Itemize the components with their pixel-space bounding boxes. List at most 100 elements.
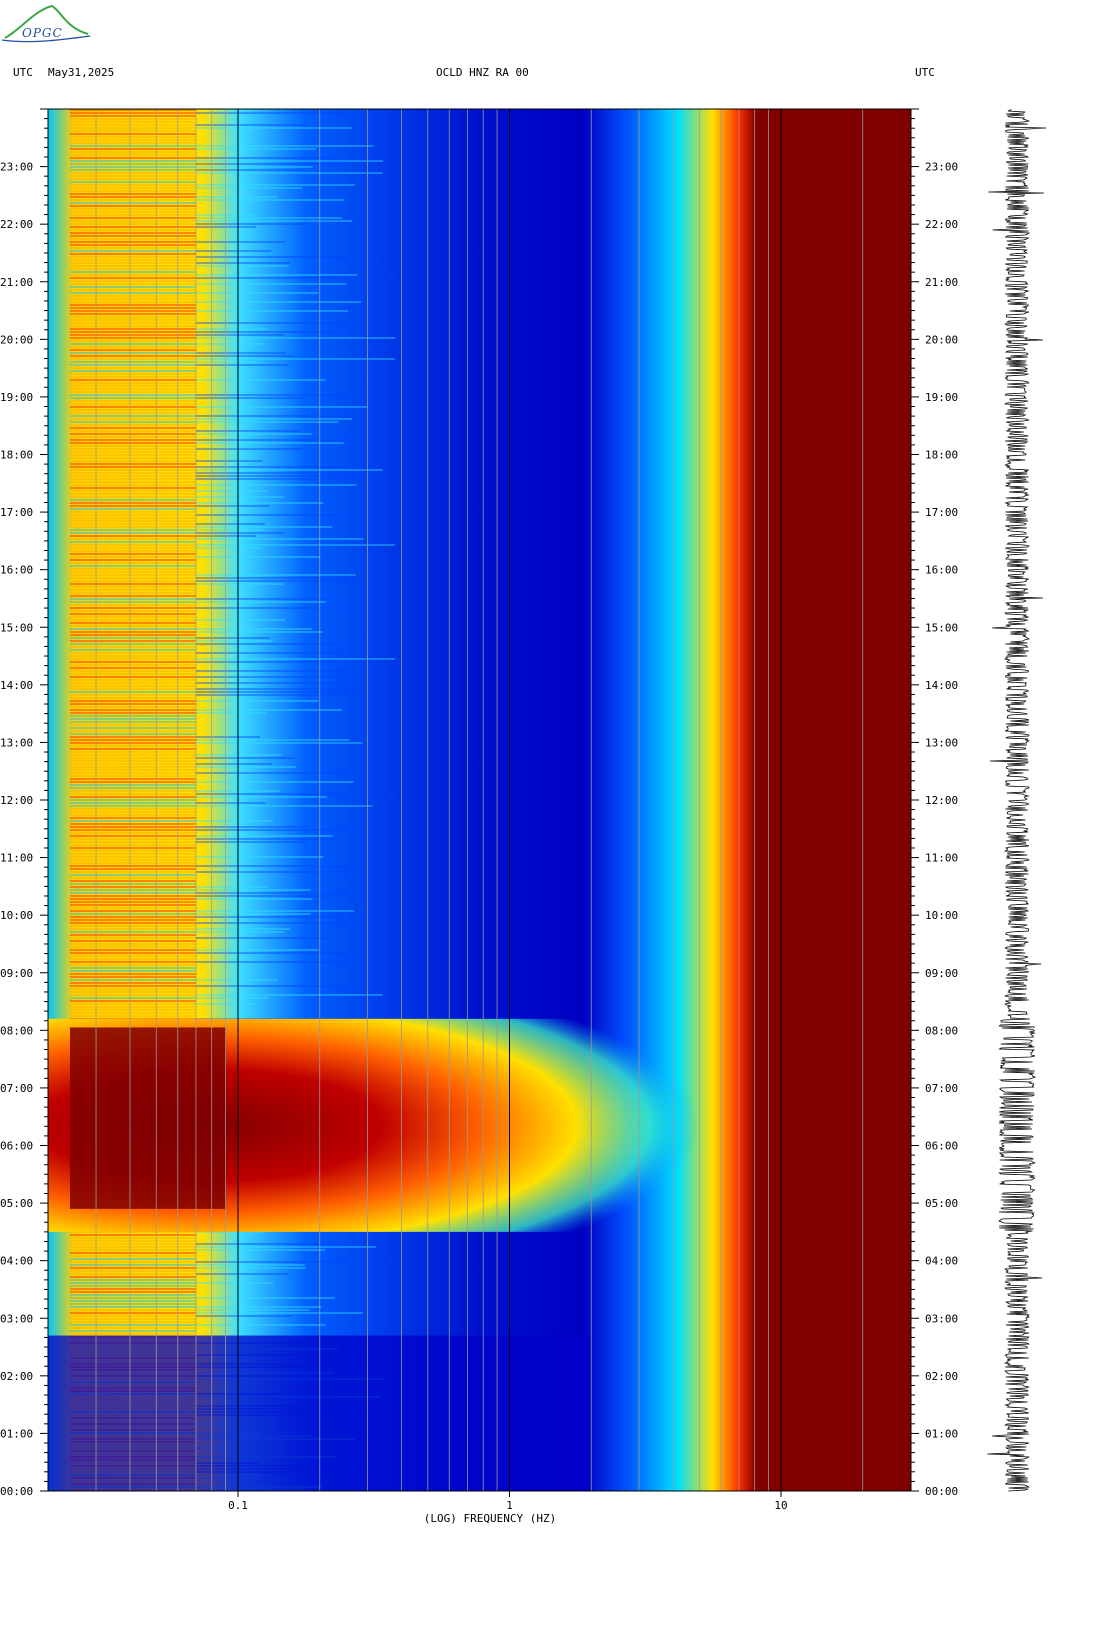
left-time-label: 20:00 <box>0 333 33 346</box>
spectral-stripe <box>195 841 307 843</box>
spectral-stripe <box>195 607 342 609</box>
microseism-stripe <box>70 388 196 390</box>
microseism-stripe <box>70 1252 196 1254</box>
microseism-stripe <box>70 109 196 111</box>
microseism-stripe <box>70 250 196 252</box>
microseism-stripe <box>70 688 196 690</box>
microseism-stripe <box>70 658 196 660</box>
microseism-stripe <box>70 556 196 558</box>
spectral-stripe <box>195 364 289 366</box>
microseism-stripe <box>70 952 196 954</box>
spectral-stripe <box>195 547 261 549</box>
spectral-stripe <box>195 496 284 498</box>
spectral-stripe <box>195 682 355 684</box>
left-time-label: 21:00 <box>0 276 33 289</box>
microseism-stripe <box>70 1327 196 1329</box>
spectral-stripe <box>195 337 396 339</box>
microseism-stripe <box>70 490 196 492</box>
microseism-stripe <box>70 481 196 483</box>
microseism-stripe <box>70 301 196 303</box>
header-station: OCLD HNZ RA 00 <box>436 66 529 79</box>
microseism-stripe <box>70 409 196 411</box>
spectral-stripe <box>195 361 257 363</box>
microseism-stripe <box>70 841 196 843</box>
microseism-stripe <box>70 1309 196 1311</box>
spectral-stripe <box>195 475 385 477</box>
spectral-stripe <box>195 292 319 294</box>
microseism-stripe <box>70 454 196 456</box>
microseism-stripe <box>70 1006 196 1008</box>
spectral-stripe <box>195 1282 274 1284</box>
microseism-stripe <box>70 1324 196 1326</box>
microseism-stripe <box>70 340 196 342</box>
microseism-stripe <box>70 418 196 420</box>
microseism-stripe <box>70 958 196 960</box>
left-time-label: 00:00 <box>0 1485 33 1498</box>
spectral-stripe <box>195 514 342 516</box>
microseism-stripe <box>70 1246 196 1248</box>
microseism-stripe <box>70 577 196 579</box>
microseism-stripe <box>70 946 196 948</box>
microseism-stripe <box>70 886 196 888</box>
microseism-stripe <box>70 685 196 687</box>
microseism-stripe <box>70 568 196 570</box>
spectral-stripe <box>195 772 387 774</box>
microseism-stripe <box>70 142 196 144</box>
right-time-label: 16:00 <box>925 564 958 577</box>
spectral-stripe <box>195 658 396 660</box>
microseism-stripe <box>70 673 196 675</box>
microseism-stripe <box>70 259 196 261</box>
microseism-stripe <box>70 283 196 285</box>
microseism-stripe <box>70 1015 196 1017</box>
microseism-stripe <box>70 967 196 969</box>
microseism-stripe <box>70 529 196 531</box>
microseism-stripe <box>70 1279 196 1281</box>
microseism-stripe <box>70 550 196 552</box>
left-time-label: 01:00 <box>0 1427 33 1440</box>
spectral-stripe <box>195 214 258 216</box>
microseism-stripe <box>70 820 196 822</box>
spectral-stripe <box>195 484 357 486</box>
microseism-stripe <box>70 229 196 231</box>
spectral-stripe <box>195 1297 335 1299</box>
right-time-label: 23:00 <box>925 161 958 174</box>
microseism-stripe <box>70 154 196 156</box>
microseism-stripe <box>70 592 196 594</box>
microseism-stripe <box>70 682 196 684</box>
microseism-stripe <box>70 517 196 519</box>
spectral-stripe <box>195 985 364 987</box>
microseism-stripe <box>70 1009 196 1011</box>
microseism-stripe <box>70 124 196 126</box>
microseism-stripe <box>70 640 196 642</box>
microseism-stripe <box>70 406 196 408</box>
spectral-stripe <box>195 490 267 492</box>
microseism-stripe <box>70 781 196 783</box>
spectral-stripe <box>195 802 266 804</box>
microseism-stripe <box>70 763 196 765</box>
microseism-stripe <box>70 541 196 543</box>
microseism-stripe <box>70 991 196 993</box>
microseism-stripe <box>70 670 196 672</box>
spectral-stripe <box>195 1261 393 1263</box>
microseism-stripe <box>70 979 196 981</box>
microseism-stripe <box>70 460 196 462</box>
spectral-stripe <box>195 421 339 423</box>
spectral-stripe <box>195 199 345 201</box>
spectral-stripe <box>195 529 266 531</box>
spectral-stripe <box>195 1315 293 1317</box>
spectral-stripe <box>195 439 389 441</box>
microseism-stripe <box>70 778 196 780</box>
spectral-stripe <box>195 343 265 345</box>
microseism-stripe <box>70 646 196 648</box>
microseism-stripe <box>70 241 196 243</box>
left-time-label: 07:00 <box>0 1082 33 1095</box>
microseism-stripe <box>70 709 196 711</box>
microseism-stripe <box>70 1312 196 1314</box>
right-time-label: 10:00 <box>925 909 958 922</box>
microseism-stripe <box>70 373 196 375</box>
logo: OPGC <box>0 0 95 45</box>
spectral-stripe <box>195 781 354 783</box>
spectral-stripe <box>195 886 268 888</box>
right-time-label: 07:00 <box>925 1082 958 1095</box>
spectral-stripe <box>195 418 353 420</box>
